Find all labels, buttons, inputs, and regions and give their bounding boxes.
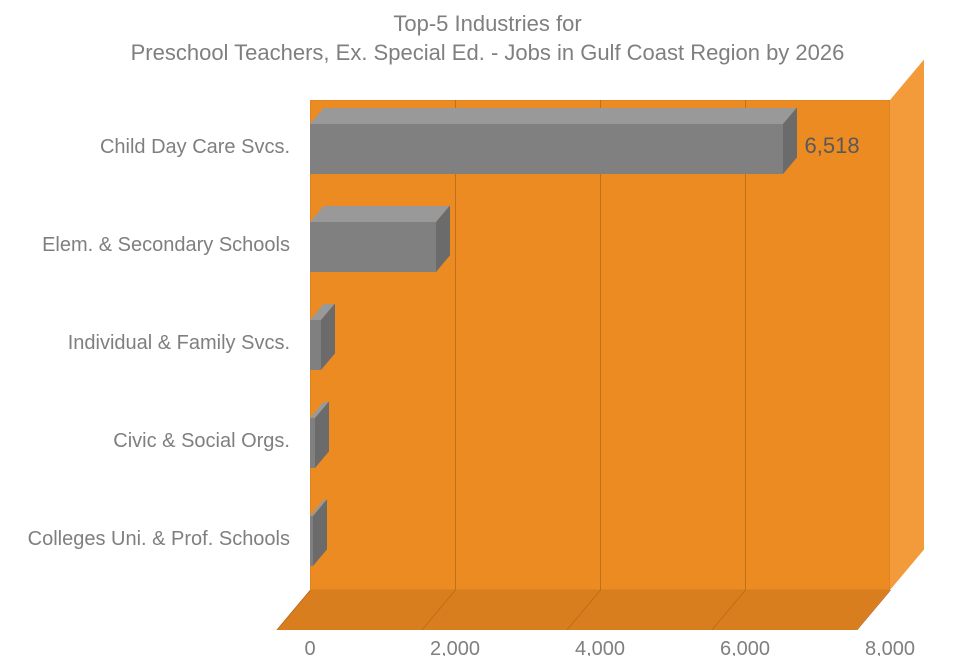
chart-container: Top-5 Industries for Preschool Teachers,…: [0, 0, 975, 656]
bar-row: Civic & Social Orgs.69: [310, 418, 890, 468]
bar-front-face: [310, 320, 321, 370]
x-tick-label: 2,000: [430, 638, 480, 656]
floor-gridline: [566, 590, 601, 630]
bar-top-face: [310, 108, 796, 124]
x-tick-label: 6,000: [720, 638, 770, 656]
chart-title: Top-5 Industries for Preschool Teachers,…: [0, 10, 975, 67]
category-label: Elem. & Secondary Schools: [42, 234, 310, 257]
bar-front-face: [310, 222, 436, 272]
floor-gridline: [276, 590, 311, 630]
floor: [276, 590, 890, 630]
floor-gridline: [711, 590, 746, 630]
category-label: Civic & Social Orgs.: [113, 430, 310, 453]
floor-gridline: [421, 590, 456, 630]
bars-layer: Child Day Care Svcs.6,518 Elem. & Seconda…: [310, 100, 890, 590]
bar-top-face: [310, 206, 450, 222]
bar-row: Elem. & Secondary Schools1,742: [310, 222, 890, 272]
category-label: Child Day Care Svcs.: [100, 136, 310, 159]
bar-row: Child Day Care Svcs.6,518: [310, 124, 890, 174]
bar-value-label: 1,742: [458, 231, 513, 257]
floor-gridline: [856, 590, 891, 630]
bar-row: Individual & Family Svcs.157: [310, 320, 890, 370]
bar-row: Colleges Uni. & Prof. Schools48: [310, 516, 890, 566]
category-label: Individual & Family Svcs.: [68, 332, 310, 355]
bar-value-label: 69: [337, 427, 361, 453]
x-tick-label: 4,000: [575, 638, 625, 656]
title-line-2: Preschool Teachers, Ex. Special Ed. - Jo…: [131, 40, 845, 65]
bar-value-label: 48: [335, 525, 359, 551]
x-tick-label: 8,000: [865, 638, 915, 656]
bar-value-label: 6,518: [805, 133, 860, 159]
title-line-1: Top-5 Industries for: [393, 11, 581, 36]
side-wall: [890, 59, 924, 590]
category-label: Colleges Uni. & Prof. Schools: [28, 528, 310, 551]
bar-value-label: 157: [343, 329, 380, 355]
x-tick-label: 0: [304, 638, 315, 656]
bar-front-face: [310, 124, 783, 174]
plot-area: Child Day Care Svcs.6,518 Elem. & Seconda…: [310, 100, 890, 590]
